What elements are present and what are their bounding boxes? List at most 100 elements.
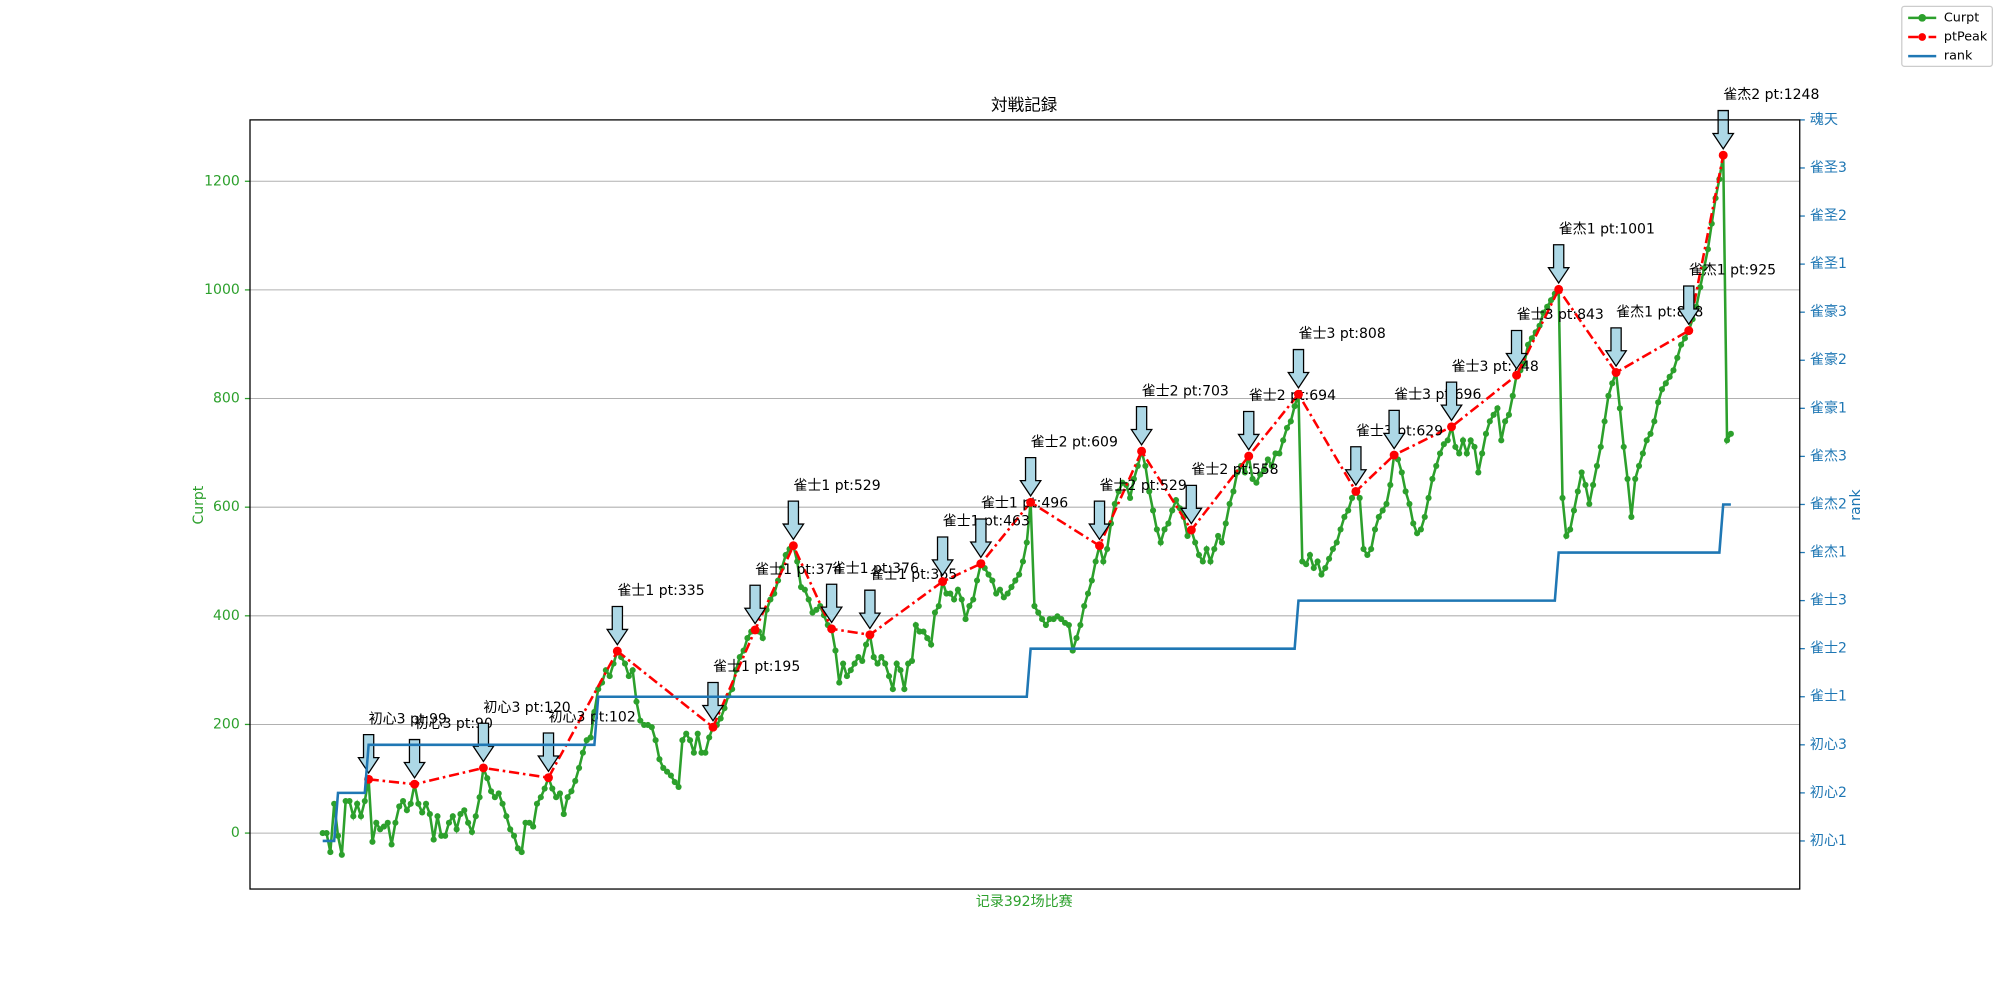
- point-marker: [859, 657, 866, 664]
- point-marker: [1073, 635, 1080, 642]
- annotation-label: 雀士1 pt:496: [981, 496, 1068, 512]
- y2-tick-label: 初心1: [1810, 832, 1847, 849]
- point-marker: [874, 660, 881, 667]
- point-marker: [1130, 475, 1137, 482]
- annotation-arrow: [1130, 405, 1153, 447]
- y2-axis-label: rank: [1848, 489, 1864, 521]
- point-marker: [958, 596, 965, 603]
- point-marker: [1142, 462, 1149, 469]
- point-marker: [430, 836, 437, 843]
- point-marker: [468, 828, 475, 836]
- point-marker: [1241, 469, 1248, 476]
- point-marker: [1586, 500, 1593, 507]
- point-marker: [422, 800, 430, 807]
- point-marker: [495, 790, 502, 797]
- annotation-arrow: [403, 738, 426, 779]
- point-marker: [893, 660, 900, 667]
- point-marker: [1597, 443, 1604, 450]
- point-marker: [660, 764, 667, 771]
- peak-marker: [1611, 368, 1621, 377]
- point-marker: [1498, 437, 1505, 444]
- y2-tick-label: 雀杰2: [1810, 496, 1847, 512]
- point-marker: [683, 730, 690, 737]
- point-marker: [1039, 616, 1046, 623]
- annotation-arrow: [1440, 381, 1463, 422]
- annotation-label: 雀士1 pt:374: [755, 562, 842, 578]
- point-marker: [533, 800, 541, 807]
- y2-tick-label: 雀杰3: [1810, 448, 1847, 464]
- point-marker: [1199, 558, 1206, 565]
- point-marker: [1475, 469, 1482, 476]
- peak-marker: [410, 779, 420, 789]
- point-marker: [499, 800, 506, 807]
- point-marker: [1467, 437, 1474, 444]
- point-marker: [553, 794, 560, 801]
- point-marker: [572, 777, 579, 785]
- peak-marker: [1137, 446, 1147, 456]
- point-marker: [1276, 450, 1283, 457]
- y-tick-label: 1200: [204, 173, 240, 189]
- point-marker: [1540, 309, 1547, 316]
- point-marker: [392, 819, 399, 826]
- peak-marker: [478, 763, 488, 773]
- point-marker: [380, 823, 387, 830]
- point-marker: [1249, 475, 1256, 482]
- point-marker: [1360, 545, 1367, 553]
- annotation-arrow: [1179, 484, 1203, 525]
- point-marker: [1303, 561, 1310, 568]
- point-marker: [1023, 539, 1030, 546]
- point-marker: [935, 602, 942, 610]
- peak-marker: [750, 625, 760, 635]
- point-marker: [407, 800, 414, 807]
- point-marker: [327, 849, 334, 856]
- peak-marker: [938, 577, 948, 587]
- point-marker: [369, 838, 376, 845]
- point-marker: [1161, 526, 1168, 533]
- point-marker: [1567, 526, 1574, 533]
- point-marker: [1609, 380, 1616, 387]
- point-marker: [1077, 621, 1084, 629]
- point-marker: [1348, 494, 1356, 502]
- point-marker: [510, 832, 518, 839]
- y2-tick-label: 雀豪2: [1810, 352, 1847, 368]
- point-marker: [996, 586, 1004, 593]
- point-marker: [1410, 520, 1417, 527]
- annotation-label: 雀士1 pt:529: [793, 478, 880, 494]
- point-marker: [1643, 437, 1650, 444]
- y2-tick-label: 初心3: [1810, 736, 1847, 753]
- point-marker: [457, 811, 464, 818]
- point-marker: [1058, 616, 1065, 623]
- point-marker: [813, 606, 820, 613]
- point-marker: [1383, 500, 1390, 507]
- point-marker: [706, 734, 713, 741]
- point-marker: [1628, 513, 1635, 521]
- point-marker: [1306, 551, 1314, 559]
- point-marker: [579, 749, 586, 756]
- point-marker: [1662, 380, 1669, 387]
- y-tick-label: 1000: [204, 282, 240, 298]
- point-marker: [1230, 488, 1237, 495]
- point-marker: [1670, 367, 1677, 374]
- y2-tick-label: 雀圣2: [1810, 208, 1847, 224]
- y-tick-label: 400: [213, 608, 240, 624]
- annotation-label: 雀士2 pt:609: [1031, 434, 1118, 450]
- point-marker: [744, 635, 751, 642]
- point-marker: [472, 813, 479, 820]
- legend-box: [1901, 5, 1993, 67]
- point-marker: [587, 734, 594, 741]
- annotation-arrow: [1604, 327, 1628, 368]
- point-marker: [897, 667, 904, 674]
- annotation-arrow: [1382, 409, 1406, 450]
- point-marker: [334, 832, 342, 839]
- point-marker: [354, 800, 361, 807]
- annotation-label: 雀士2 pt:703: [1142, 383, 1229, 399]
- annotation-arrow: [1547, 244, 1571, 285]
- point-marker: [1582, 481, 1589, 488]
- y-tick-label: 800: [213, 391, 240, 407]
- point-marker: [908, 657, 916, 664]
- point-marker: [449, 813, 456, 820]
- point-marker: [1727, 430, 1734, 437]
- point-marker: [373, 819, 380, 826]
- point-marker: [801, 586, 808, 593]
